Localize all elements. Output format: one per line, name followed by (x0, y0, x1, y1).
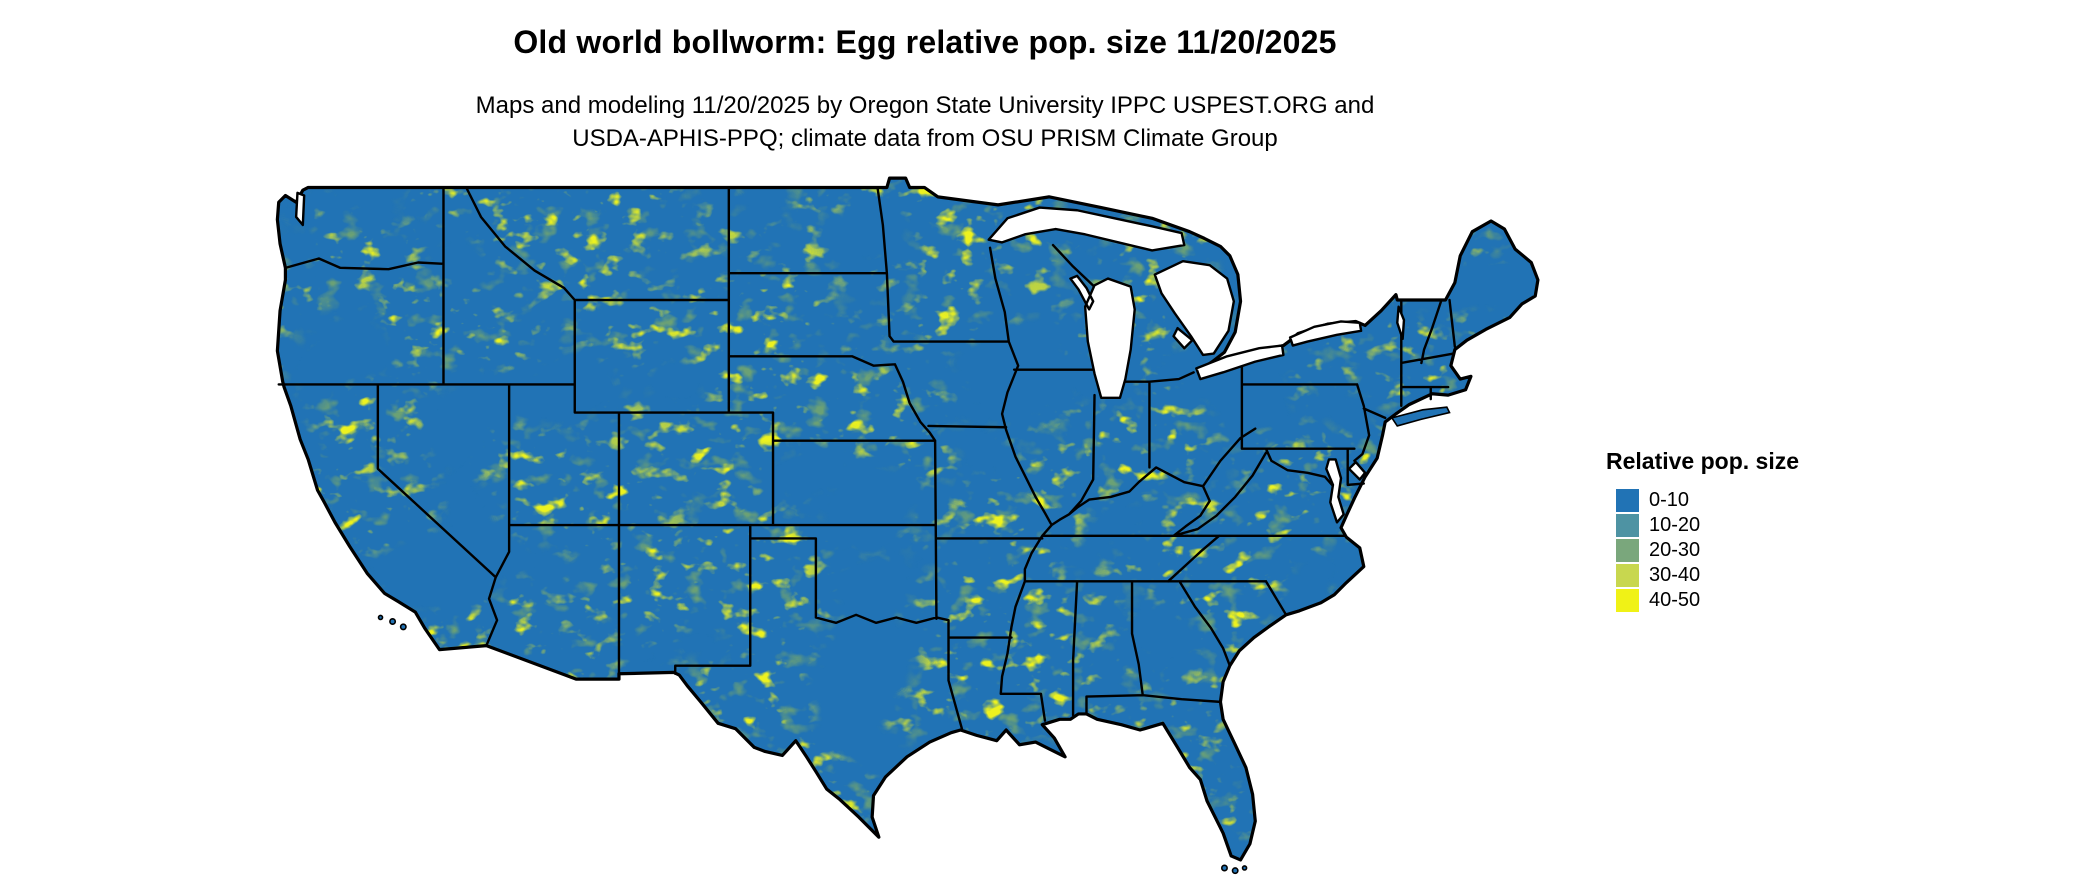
legend-swatch (1616, 539, 1639, 562)
subtitle-line-2: USDA-APHIS-PPQ; climate data from OSU PR… (572, 125, 1278, 153)
legend-swatch (1616, 589, 1639, 612)
population-speckles (277, 178, 1538, 860)
legend-item: 0-10 (1616, 489, 1799, 512)
legend: Relative pop. size 0-10 10-20 20-30 30-40 40… (1606, 448, 1799, 614)
legend-label: 40-50 (1649, 589, 1701, 611)
us-map (268, 150, 1554, 876)
legend-title: Relative pop. size (1606, 448, 1800, 474)
legend-swatch (1616, 489, 1639, 512)
subtitle-line-1: Maps and modeling 11/20/2025 by Oregon S… (475, 92, 1375, 119)
coastal-islands (377, 406, 1451, 875)
page-title: Old world bollworm: Egg relative pop. si… (513, 24, 1337, 60)
legend-item: 10-20 (1616, 514, 1799, 537)
legend-label: 10-20 (1649, 514, 1701, 536)
great-lakes (294, 191, 1406, 524)
legend-swatch (1616, 564, 1639, 587)
legend-label: 0-10 (1649, 489, 1690, 511)
legend-items: 0-10 10-20 20-30 30-40 40-50 (1616, 489, 1799, 612)
header: Old world bollworm: Egg relative pop. si… (0, 24, 1850, 155)
legend-label: 30-40 (1649, 564, 1701, 586)
legend-swatch (1616, 514, 1639, 537)
legend-item: 30-40 (1616, 564, 1799, 587)
legend-item: 20-30 (1616, 539, 1799, 562)
legend-label: 20-30 (1649, 539, 1701, 561)
legend-item: 40-50 (1616, 589, 1799, 612)
